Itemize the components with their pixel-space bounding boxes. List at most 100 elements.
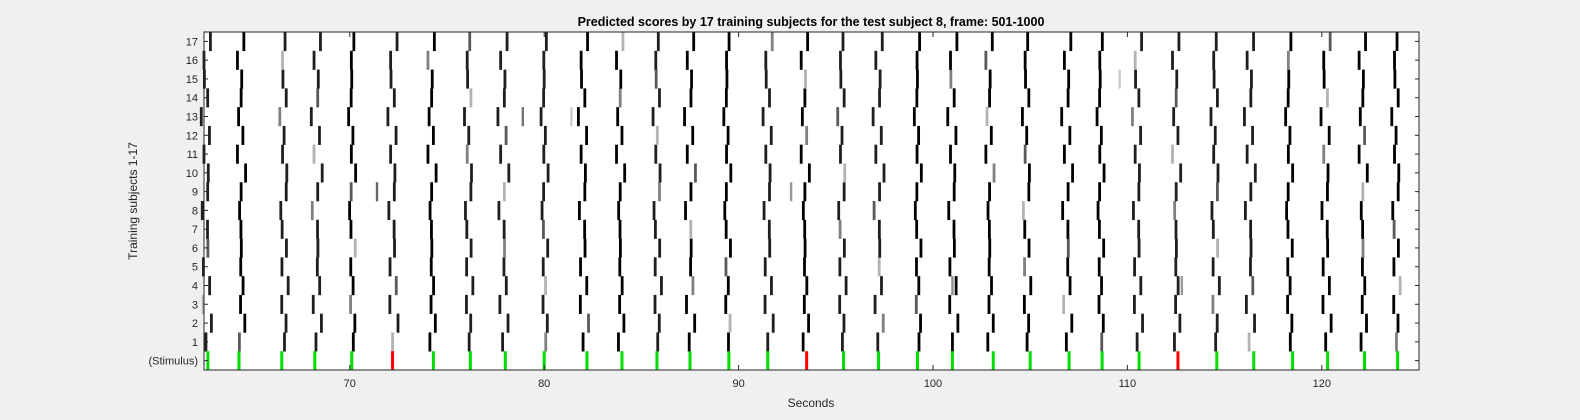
prediction-cell — [1249, 182, 1253, 202]
prediction-cell — [729, 238, 732, 258]
prediction-cell — [544, 332, 548, 352]
prediction-cell — [319, 32, 322, 52]
prediction-cell — [539, 107, 543, 127]
prediction-cell — [199, 107, 203, 127]
prediction-cell — [1324, 332, 1328, 352]
prediction-cell — [1245, 50, 1249, 70]
prediction-cell — [1286, 88, 1290, 108]
prediction-cell — [389, 69, 393, 89]
prediction-cells — [199, 32, 1402, 352]
prediction-cell — [499, 50, 503, 70]
prediction-cell — [1176, 125, 1180, 145]
prediction-cell — [917, 276, 921, 296]
prediction-cell — [579, 50, 583, 70]
prediction-cell — [839, 69, 843, 89]
prediction-cell — [654, 144, 658, 164]
prediction-cell — [1211, 257, 1215, 277]
stimulus-marker — [991, 351, 995, 370]
prediction-cell — [880, 276, 883, 296]
prediction-cell — [761, 107, 765, 127]
prediction-cell — [544, 32, 548, 52]
y-tick-label: 13 — [186, 112, 198, 124]
prediction-cell — [1364, 32, 1367, 52]
prediction-cell — [542, 182, 546, 202]
prediction-cell — [724, 294, 728, 314]
prediction-cell — [621, 32, 625, 52]
prediction-cell — [1067, 69, 1071, 89]
prediction-cell — [542, 50, 546, 70]
prediction-cell — [1326, 163, 1330, 183]
prediction-cell — [1212, 69, 1216, 89]
prediction-cell — [1286, 144, 1290, 164]
prediction-cell — [952, 219, 956, 239]
prediction-cell — [316, 219, 319, 239]
prediction-cell — [542, 88, 546, 108]
y-axis-label: Training subjects 1-17 — [126, 142, 140, 260]
prediction-cell — [615, 50, 618, 70]
prediction-cell — [878, 88, 881, 108]
prediction-cell — [805, 276, 809, 296]
prediction-cell — [915, 219, 919, 239]
prediction-cell — [618, 257, 622, 277]
prediction-cell — [1212, 144, 1216, 164]
prediction-cell — [427, 107, 431, 127]
prediction-cell — [309, 107, 313, 127]
prediction-cell — [1097, 294, 1101, 314]
prediction-cell — [1066, 182, 1070, 202]
prediction-cell — [1325, 219, 1329, 239]
prediction-cell — [769, 125, 773, 145]
prediction-cell — [872, 201, 876, 221]
stimulus-marker — [280, 351, 284, 370]
prediction-cell — [1098, 219, 1101, 239]
prediction-cell — [430, 219, 433, 239]
prediction-cell — [877, 257, 881, 277]
prediction-cell — [1327, 125, 1331, 145]
prediction-cell — [871, 107, 875, 127]
prediction-cell — [546, 163, 550, 183]
prediction-cell — [282, 125, 286, 145]
prediction-cell — [987, 257, 991, 277]
prediction-cell — [467, 332, 471, 352]
prediction-cell — [1210, 201, 1214, 221]
prediction-cell — [1253, 163, 1257, 183]
prediction-cell — [880, 32, 884, 52]
prediction-cell — [502, 182, 506, 202]
y-tick-label: 11 — [187, 149, 198, 161]
prediction-cell — [389, 144, 393, 164]
prediction-cell — [768, 163, 772, 183]
prediction-cell — [284, 313, 288, 333]
prediction-cell — [1025, 125, 1029, 145]
y-tick-label: 10 — [186, 168, 198, 180]
stimulus-marker — [542, 351, 546, 370]
stimulus-target-marker — [1176, 351, 1180, 370]
stimulus-marker — [503, 351, 507, 370]
prediction-cell — [919, 313, 922, 333]
prediction-cell — [583, 219, 587, 239]
prediction-cell — [506, 313, 510, 333]
prediction-cell — [1098, 144, 1102, 164]
prediction-cell — [615, 144, 618, 164]
prediction-cell — [1118, 69, 1121, 89]
prediction-cell — [1396, 182, 1400, 202]
prediction-cell — [239, 294, 242, 314]
prediction-cell — [952, 182, 956, 202]
prediction-cell — [1288, 125, 1292, 145]
prediction-cell — [283, 332, 286, 352]
prediction-cell — [237, 332, 241, 352]
prediction-cell — [1177, 32, 1181, 52]
prediction-cell — [316, 69, 320, 89]
prediction-cell — [1359, 201, 1363, 221]
prediction-cell — [691, 276, 695, 296]
prediction-cell — [725, 50, 728, 70]
prediction-cell — [1099, 125, 1103, 145]
prediction-cell — [1172, 107, 1176, 127]
prediction-cell — [1133, 257, 1136, 277]
prediction-cell — [1134, 69, 1137, 89]
prediction-cell — [349, 144, 353, 164]
prediction-cell — [1101, 313, 1105, 333]
prediction-cell — [660, 276, 663, 296]
prediction-cell — [1286, 257, 1290, 277]
prediction-cell — [724, 257, 728, 277]
prediction-cell — [1100, 32, 1104, 52]
prediction-cell — [915, 144, 919, 164]
